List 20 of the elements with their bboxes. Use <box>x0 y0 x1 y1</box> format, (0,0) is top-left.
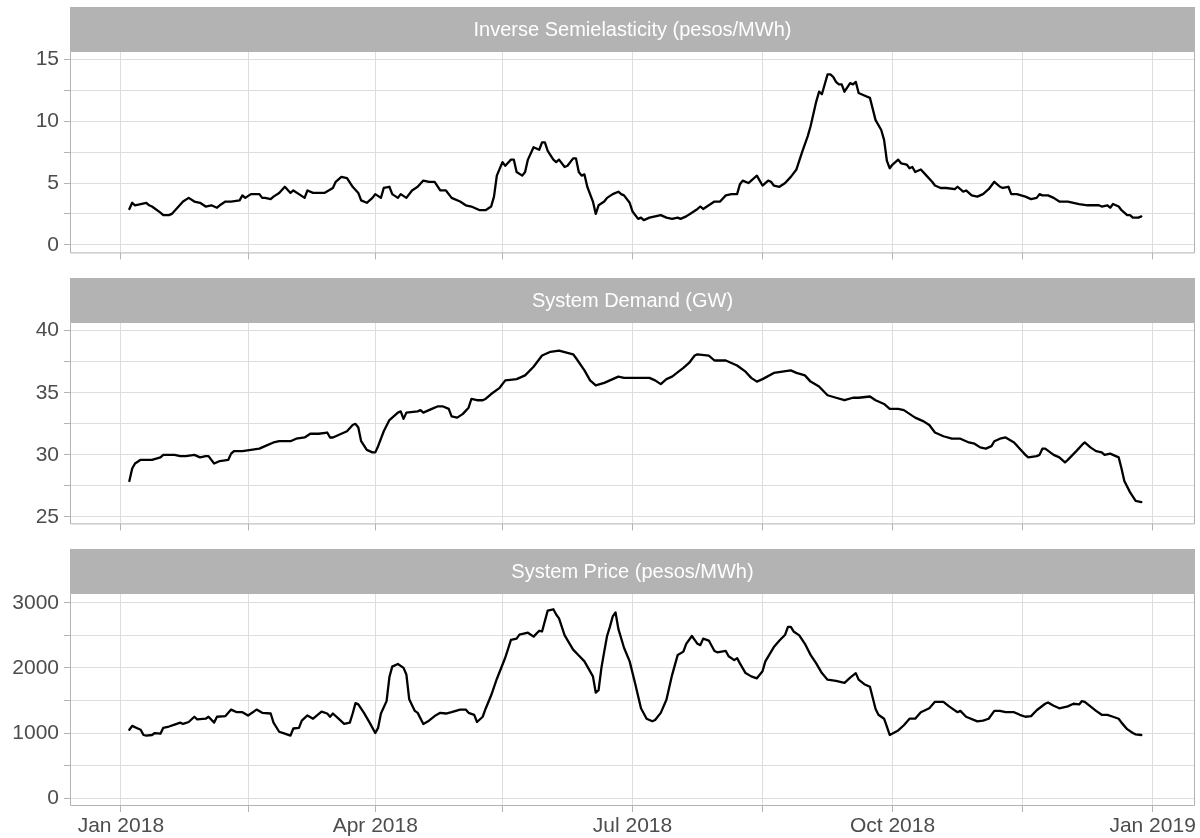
y-tick-label: 0 <box>47 231 59 255</box>
y-tick-label: 15 <box>35 46 59 70</box>
y-tick-label: 3000 <box>12 589 59 613</box>
y-tick-label: 25 <box>35 503 59 527</box>
x-tick-label: Apr 2018 <box>332 813 418 837</box>
y-tick-label: 2000 <box>12 654 59 678</box>
y-tick-label: 5 <box>47 169 59 193</box>
chart-title: Inverse Semielasticity (pesos/MWh) <box>70 7 1195 51</box>
x-tick-label: Oct 2018 <box>849 813 936 837</box>
y-tick-label: 30 <box>35 441 59 465</box>
y-tick-label: 35 <box>35 379 59 403</box>
y-tick-label: 40 <box>35 317 59 341</box>
y-tick-label: 0 <box>47 784 59 808</box>
chart-title: System Demand (GW) <box>70 278 1195 322</box>
y-tick-label: 1000 <box>12 719 59 743</box>
chart-title: System Price (pesos/MWh) <box>70 549 1195 593</box>
x-tick-label: Jul 2018 <box>592 813 673 837</box>
x-tick-label: Jan 2019 <box>1109 813 1196 837</box>
x-tick-label: Jan 2018 <box>77 813 165 837</box>
y-tick-label: 10 <box>35 108 59 132</box>
